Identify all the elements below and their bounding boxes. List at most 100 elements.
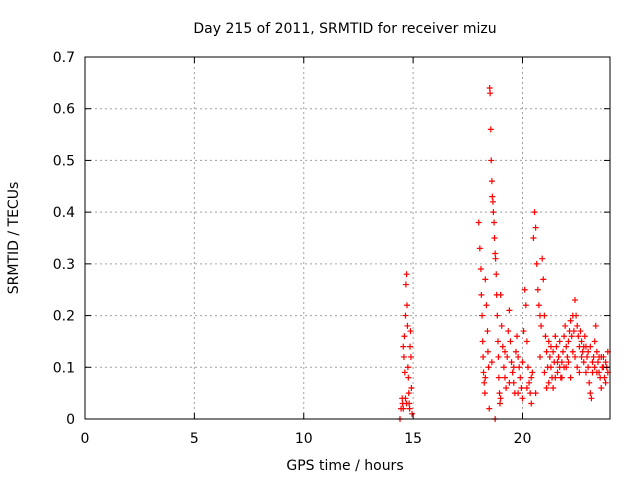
data-point bbox=[545, 338, 552, 345]
data-point bbox=[581, 333, 588, 340]
data-point bbox=[523, 338, 530, 345]
data-point bbox=[402, 395, 409, 402]
data-point bbox=[400, 405, 407, 412]
data-point bbox=[590, 353, 597, 360]
data-point bbox=[503, 384, 510, 391]
data-point bbox=[484, 348, 491, 355]
data-point bbox=[579, 348, 586, 355]
data-point bbox=[493, 271, 500, 278]
data-point bbox=[586, 379, 593, 386]
data-point bbox=[403, 271, 410, 278]
data-point bbox=[585, 348, 592, 355]
data-point bbox=[517, 374, 524, 381]
data-point bbox=[565, 359, 572, 366]
data-point bbox=[495, 374, 502, 381]
data-point bbox=[519, 359, 526, 366]
data-point bbox=[522, 302, 529, 309]
data-point bbox=[508, 359, 515, 366]
data-point bbox=[500, 364, 507, 371]
data-point bbox=[403, 400, 410, 407]
data-point bbox=[518, 384, 525, 391]
data-point bbox=[550, 384, 557, 391]
plot-frame bbox=[84, 56, 611, 420]
data-point bbox=[562, 322, 569, 329]
data-point bbox=[538, 322, 545, 329]
data-point bbox=[574, 322, 581, 329]
data-point bbox=[497, 395, 504, 402]
data-point bbox=[589, 359, 596, 366]
data-point bbox=[404, 364, 411, 371]
y-tick-label: 0.3 bbox=[53, 257, 75, 273]
data-point bbox=[486, 85, 493, 92]
data-points bbox=[397, 85, 611, 422]
data-point bbox=[479, 312, 486, 319]
data-point bbox=[526, 379, 533, 386]
data-point bbox=[601, 374, 608, 381]
axis-ticks: 0 5 10 15 20 0 0.1 0.2 0.3 0.4 0.5 0.6 0.7 bbox=[53, 50, 610, 447]
data-point bbox=[409, 410, 416, 417]
data-point bbox=[528, 374, 535, 381]
data-point bbox=[532, 224, 539, 231]
data-point bbox=[540, 276, 547, 283]
data-point bbox=[495, 353, 502, 360]
data-point bbox=[504, 353, 511, 360]
data-point bbox=[491, 219, 498, 226]
y-tick-label: 0 bbox=[66, 412, 75, 428]
data-point bbox=[567, 374, 574, 381]
data-point bbox=[491, 235, 498, 241]
data-point bbox=[495, 338, 501, 345]
data-point bbox=[553, 343, 560, 350]
data-point bbox=[506, 307, 513, 314]
data-point bbox=[552, 374, 559, 381]
data-point bbox=[407, 328, 414, 335]
data-point bbox=[475, 219, 482, 226]
data-point bbox=[483, 302, 490, 309]
data-point bbox=[404, 322, 411, 329]
data-point bbox=[582, 369, 589, 376]
data-point bbox=[401, 333, 408, 340]
data-point bbox=[572, 297, 578, 304]
data-point bbox=[481, 390, 488, 397]
data-point bbox=[602, 359, 609, 366]
data-point bbox=[588, 395, 595, 402]
data-point bbox=[489, 193, 496, 200]
data-point bbox=[400, 353, 407, 360]
data-point bbox=[559, 348, 566, 355]
data-point bbox=[541, 312, 548, 319]
data-point bbox=[512, 348, 519, 355]
data-point bbox=[524, 364, 531, 371]
data-point bbox=[598, 384, 605, 391]
data-point bbox=[578, 353, 585, 360]
data-point bbox=[569, 348, 576, 355]
data-point bbox=[546, 353, 553, 360]
data-point bbox=[484, 328, 491, 335]
y-tick-label: 0.2 bbox=[53, 309, 75, 325]
data-point bbox=[485, 364, 492, 371]
data-point bbox=[580, 359, 587, 366]
data-point bbox=[561, 333, 568, 340]
data-point bbox=[402, 312, 409, 319]
data-point bbox=[584, 353, 591, 360]
data-point bbox=[576, 369, 583, 376]
data-point bbox=[482, 374, 489, 381]
data-point bbox=[405, 374, 412, 381]
data-point bbox=[585, 364, 592, 371]
data-point bbox=[554, 369, 561, 376]
data-point bbox=[530, 235, 537, 241]
data-point bbox=[543, 348, 550, 355]
data-point bbox=[408, 384, 415, 391]
data-point bbox=[552, 333, 559, 340]
data-point bbox=[577, 328, 584, 335]
data-point bbox=[492, 250, 499, 257]
data-point bbox=[496, 390, 503, 397]
data-point bbox=[591, 364, 598, 371]
data-point bbox=[555, 353, 562, 360]
data-point bbox=[556, 338, 563, 345]
data-point bbox=[490, 209, 497, 216]
x-tick-label: 0 bbox=[81, 431, 90, 447]
data-point bbox=[542, 333, 549, 340]
data-point bbox=[520, 328, 527, 335]
